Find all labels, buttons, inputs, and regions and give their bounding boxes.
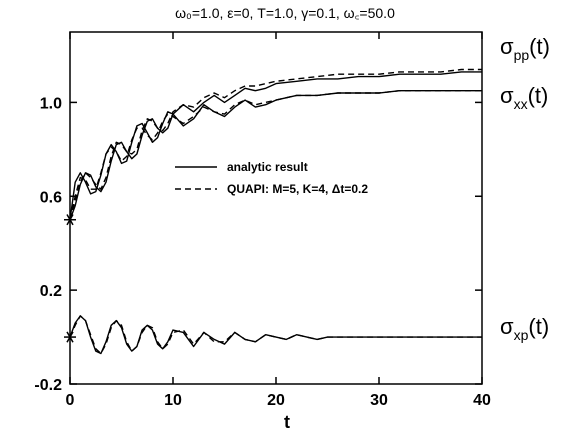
curve-label-xp: σxp(t) (500, 314, 549, 343)
y-axis: -0.2 0.2 0.6 1.0 (34, 95, 482, 394)
series-pp-solid (69, 71, 482, 220)
y-tick-label: 0.6 (40, 189, 62, 206)
series-xp-dashed (69, 315, 482, 355)
chart-title: ω₀=1.0, ε=0, T=1.0, γ=0.1, ω꜀=50.0 (175, 5, 395, 21)
y-tick-label: -0.2 (34, 377, 62, 394)
x-tick-label: 40 (473, 392, 491, 409)
start-markers (64, 214, 76, 343)
x-tick-label: 20 (267, 392, 285, 409)
y-tick-label: 1.0 (40, 95, 62, 112)
curve-label-xx: σxx(t) (500, 83, 548, 112)
x-tick-label: 0 (66, 392, 75, 409)
y-tick-label: 0.2 (40, 283, 62, 300)
plot-frame (69, 31, 483, 385)
curve-label-pp: σpp(t) (500, 34, 550, 63)
series-pp-dashed (69, 68, 482, 220)
x-axis-label: t (284, 412, 290, 432)
series-layer (69, 68, 482, 355)
x-tick-label: 30 (370, 392, 388, 409)
star-marker (64, 214, 76, 226)
legend-label-quapi: QUAPI: M=5, K=4, Δt=0.2 (227, 182, 368, 196)
star-marker (64, 331, 76, 343)
series-xx-dashed (69, 89, 482, 220)
series-xx-solid (69, 89, 482, 220)
x-tick-label: 10 (164, 392, 182, 409)
series-xp-solid (69, 315, 482, 355)
legend: analytic result QUAPI: M=5, K=4, Δt=0.2 (175, 160, 368, 196)
legend-label-analytic: analytic result (227, 160, 308, 174)
curve-labels: σpp(t) σxx(t) σxp(t) (500, 34, 550, 343)
x-axis: 0 10 20 30 40 (66, 32, 491, 409)
